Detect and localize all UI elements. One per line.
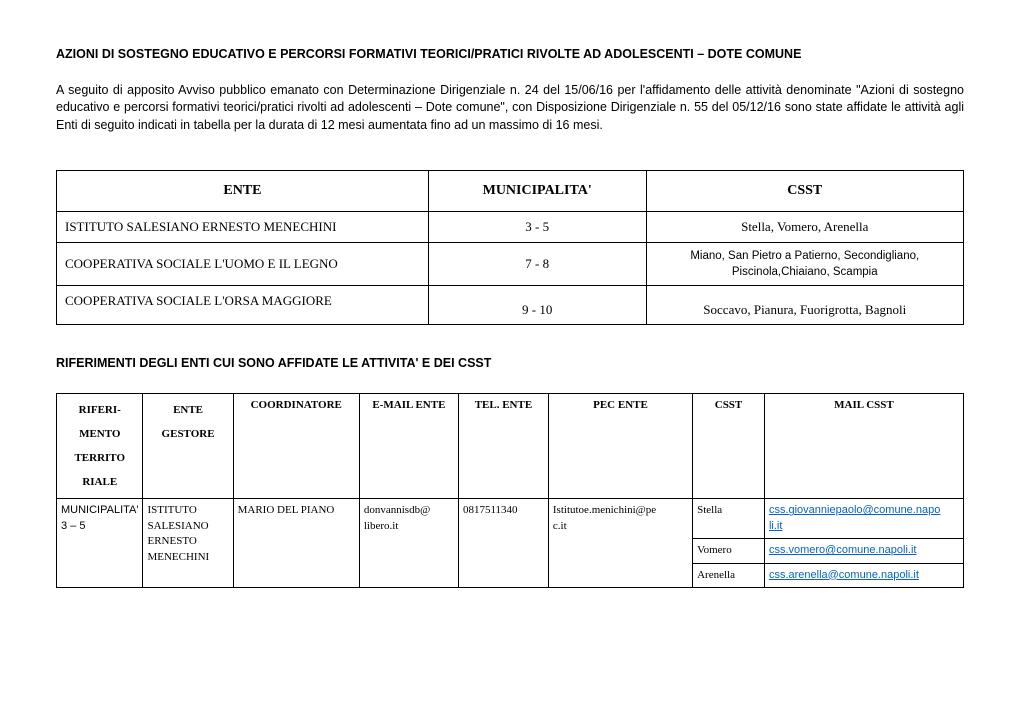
cell-ente: ISTITUTO SALESIANO ERNESTO MENECHINI [57, 211, 429, 242]
col-riferimento: RIFERI- MENTO TERRITO RIALE [57, 393, 143, 499]
cell-mun: 7 - 8 [428, 242, 646, 285]
col-csst: CSST [646, 171, 963, 212]
cell-coord: MARIO DEL PIANO [233, 499, 359, 588]
cell-csst: Vomero [693, 539, 765, 563]
col-pec-ente: PEC ENTE [548, 393, 692, 499]
table-row: COOPERATIVA SOCIALE L'ORSA MAGGIORE 9 - … [57, 285, 964, 324]
cell-csst: Arenella [693, 563, 765, 587]
col-mail-csst: MAIL CSST [764, 393, 963, 499]
link-mail[interactable]: css.arenella@comune.napoli.it [769, 569, 919, 581]
cell-csst: Miano, San Pietro a Patierno, Secondigli… [646, 242, 963, 285]
col-municipalita: MUNICIPALITA' [428, 171, 646, 212]
cell-csst: Stella [693, 499, 765, 539]
table-row: MUNICIPALITA' 3 – 5 ISTITUTO SALESIANO E… [57, 499, 964, 539]
link-mail[interactable]: li.it [769, 520, 782, 532]
table-riferimenti: RIFERI- MENTO TERRITO RIALE ENTE GESTORE… [56, 393, 964, 588]
table-header-row: ENTE MUNICIPALITA' CSST [57, 171, 964, 212]
table-row: ISTITUTO SALESIANO ERNESTO MENECHINI 3 -… [57, 211, 964, 242]
cell-ente: ISTITUTO SALESIANO ERNESTO MENECHINI [143, 499, 233, 588]
col-csst: CSST [693, 393, 765, 499]
cell-mun: 9 - 10 [428, 285, 646, 324]
subheading-riferimenti: RIFERIMENTI DEGLI ENTI CUI SONO AFFIDATE… [56, 355, 964, 373]
cell-pec: Istitutoe.menichini@pe c.it [548, 499, 692, 588]
cell-email: donvannisdb@ libero.it [359, 499, 458, 588]
cell-csst: Soccavo, Pianura, Fuorigrotta, Bagnoli [646, 285, 963, 324]
col-ente-gestore: ENTE GESTORE [143, 393, 233, 499]
col-ente: ENTE [57, 171, 429, 212]
table-header-row: RIFERI- MENTO TERRITO RIALE ENTE GESTORE… [57, 393, 964, 499]
table-row: COOPERATIVA SOCIALE L'UOMO E IL LEGNO 7 … [57, 242, 964, 285]
link-mail[interactable]: css.vomero@comune.napoli.it [769, 544, 917, 556]
link-mail[interactable]: css.giovanniepaolo@comune.napo [769, 504, 940, 516]
cell-mun: 3 - 5 [428, 211, 646, 242]
col-tel-ente: TEL. ENTE [458, 393, 548, 499]
cell-mail-csst: css.vomero@comune.napoli.it [764, 539, 963, 563]
intro-paragraph: A seguito di apposito Avviso pubblico em… [56, 82, 964, 135]
table-enti: ENTE MUNICIPALITA' CSST ISTITUTO SALESIA… [56, 170, 964, 325]
document-title: AZIONI DI SOSTEGNO EDUCATIVO E PERCORSI … [56, 46, 964, 64]
col-coordinatore: COORDINATORE [233, 393, 359, 499]
cell-csst: Stella, Vomero, Arenella [646, 211, 963, 242]
cell-tel: 0817511340 [458, 499, 548, 588]
cell-riferimento: MUNICIPALITA' 3 – 5 [57, 499, 143, 588]
cell-mail-csst: css.arenella@comune.napoli.it [764, 563, 963, 587]
col-email-ente: E-MAIL ENTE [359, 393, 458, 499]
cell-mail-csst: css.giovanniepaolo@comune.napo li.it [764, 499, 963, 539]
cell-ente: COOPERATIVA SOCIALE L'UOMO E IL LEGNO [57, 242, 429, 285]
cell-ente: COOPERATIVA SOCIALE L'ORSA MAGGIORE [57, 285, 429, 324]
